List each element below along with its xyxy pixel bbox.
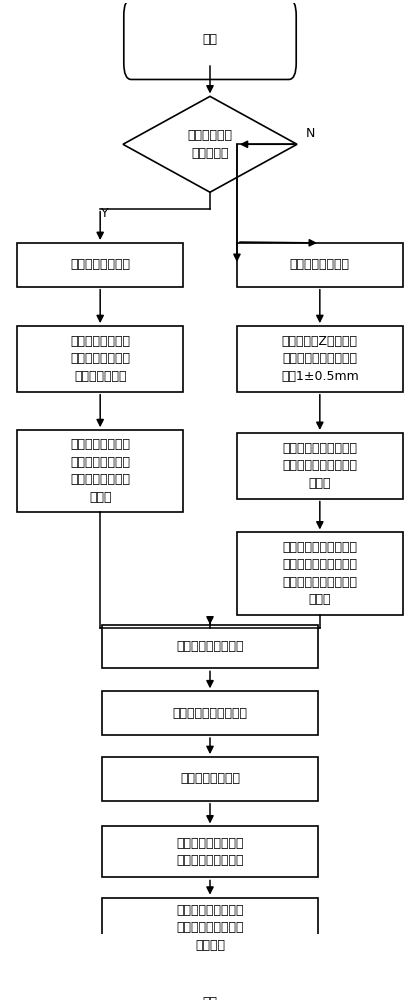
Bar (237, 532, 403, 615)
Bar (237, 243, 403, 287)
Text: 控制位移台Z方向，使
第二路激光位于约束板
上方1±0.5mm: 控制位移台Z方向，使 第二路激光位于约束板 上方1±0.5mm (281, 335, 359, 383)
Bar (102, 625, 318, 668)
Bar (102, 691, 318, 735)
Text: 判断作物样品
是否为压片: 判断作物样品 是否为压片 (187, 129, 233, 160)
Text: 设置延时发生器参数: 设置延时发生器参数 (176, 640, 244, 653)
Bar (17, 430, 183, 512)
Text: 通过模型数据库计算
出作物重金属和微量
元素含量: 通过模型数据库计算 出作物重金属和微量 元素含量 (176, 904, 244, 952)
Text: 根据样本性质，通
过能量衰减器调节
双脉冲激光能量: 根据样本性质，通 过能量衰减器调节 双脉冲激光能量 (70, 335, 130, 383)
Text: 调节第一透镜和第二透
镜沿光轴方向上的位移
，控制透镜到样本表面
的距离: 调节第一透镜和第二透 镜沿光轴方向上的位移 ，控制透镜到样本表面 的距离 (282, 541, 357, 606)
Text: 选用垂直结构系统: 选用垂直结构系统 (290, 258, 350, 271)
Text: 开始: 开始 (202, 33, 218, 46)
Text: 选用共线结构系统: 选用共线结构系统 (70, 258, 130, 271)
Text: N: N (305, 127, 315, 140)
Bar (17, 243, 183, 287)
Text: 对光谱进行预处理: 对光谱进行预处理 (180, 772, 240, 785)
Bar (17, 326, 183, 392)
Text: 调节能量衰减器控制第
一路激光到达样品表面
的能量: 调节能量衰减器控制第 一路激光到达样品表面 的能量 (282, 442, 357, 490)
Text: 采集作物样本原子光谱: 采集作物样本原子光谱 (173, 707, 247, 720)
Bar (102, 826, 318, 877)
FancyBboxPatch shape (124, 962, 296, 1000)
FancyBboxPatch shape (124, 0, 296, 79)
Polygon shape (123, 96, 297, 192)
Bar (237, 326, 403, 392)
Text: Y: Y (100, 207, 108, 220)
Text: 根据原子信息数据库
选择所测元素的谱线: 根据原子信息数据库 选择所测元素的谱线 (176, 837, 244, 867)
Bar (237, 433, 403, 499)
Text: 调节第一聚焦透镜
沿光轴方向位移，
控制透镜到样本表
面距离: 调节第一聚焦透镜 沿光轴方向位移， 控制透镜到样本表 面距离 (70, 438, 130, 504)
Bar (102, 898, 318, 958)
Bar (102, 757, 318, 801)
Text: 结束: 结束 (202, 996, 218, 1000)
